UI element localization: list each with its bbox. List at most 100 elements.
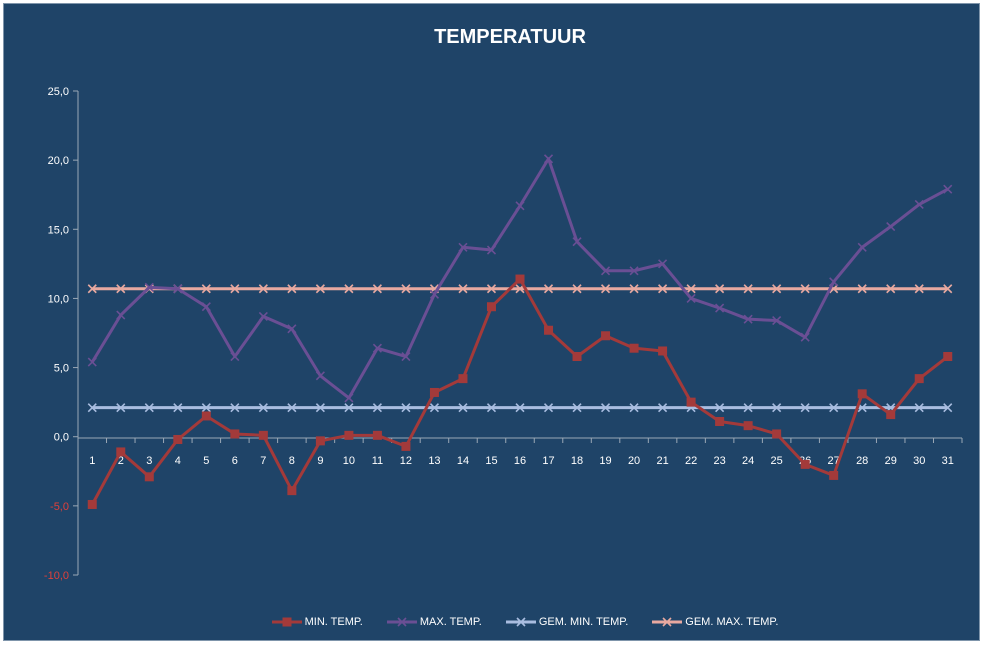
x-tick-label: 6 bbox=[232, 455, 238, 467]
data-point bbox=[201, 302, 211, 312]
data-point bbox=[230, 429, 240, 439]
data-point bbox=[572, 403, 582, 413]
data-point bbox=[344, 403, 354, 413]
x-tick-label: 11 bbox=[372, 455, 383, 467]
data-point bbox=[914, 284, 924, 294]
x-tick-label: 22 bbox=[685, 455, 697, 467]
y-tick-label: -10,0 bbox=[44, 570, 69, 582]
data-point bbox=[372, 343, 382, 353]
data-point bbox=[686, 293, 696, 303]
x-tick-label: 10 bbox=[343, 455, 355, 467]
data-point bbox=[658, 259, 668, 269]
data-point bbox=[886, 284, 896, 294]
y-tick-label: 5,0 bbox=[54, 363, 69, 375]
legend-label: MAX. TEMP. bbox=[419, 616, 482, 628]
data-point bbox=[715, 284, 725, 294]
x-tick-label: 24 bbox=[742, 455, 754, 467]
data-point bbox=[914, 374, 924, 384]
data-point bbox=[800, 403, 810, 413]
data-point bbox=[282, 617, 292, 627]
x-tick-label: 17 bbox=[542, 455, 554, 467]
data-point bbox=[173, 403, 183, 413]
data-point bbox=[315, 436, 325, 446]
data-point bbox=[772, 284, 782, 294]
data-point bbox=[743, 284, 753, 294]
legend-item: MAX. TEMP. bbox=[386, 616, 482, 628]
data-point bbox=[397, 617, 407, 627]
data-point bbox=[458, 242, 468, 252]
x-tick-label: 13 bbox=[428, 455, 440, 467]
data-point bbox=[886, 410, 896, 420]
data-point bbox=[201, 284, 211, 294]
data-point bbox=[372, 284, 382, 294]
y-tick-label: 0,0 bbox=[54, 432, 69, 444]
data-point bbox=[287, 324, 297, 334]
legend-swatch bbox=[386, 617, 417, 627]
x-tick-label: 1 bbox=[89, 455, 95, 467]
data-point bbox=[344, 393, 354, 403]
x-tick-label: 12 bbox=[400, 455, 412, 467]
data-point bbox=[629, 284, 639, 294]
data-point bbox=[857, 389, 867, 399]
data-point bbox=[372, 403, 382, 413]
data-point bbox=[87, 284, 97, 294]
x-tick-label: 3 bbox=[146, 455, 152, 467]
data-point bbox=[543, 403, 554, 413]
data-point bbox=[800, 284, 810, 294]
x-tick-label: 7 bbox=[260, 455, 266, 467]
data-point bbox=[87, 357, 97, 367]
data-point bbox=[486, 284, 497, 294]
y-tick-label: 15,0 bbox=[48, 224, 69, 236]
legend-label: GEM. MIN. TEMP. bbox=[538, 616, 629, 628]
x-tick-label: 4 bbox=[175, 455, 181, 467]
data-point bbox=[715, 403, 725, 413]
data-point bbox=[87, 499, 97, 509]
y-tick-label: 25,0 bbox=[48, 86, 69, 98]
data-point bbox=[201, 403, 211, 413]
data-point bbox=[743, 403, 753, 413]
data-point bbox=[743, 314, 753, 324]
data-point bbox=[486, 245, 497, 255]
legend-item: GEM. MAX. TEMP. bbox=[652, 616, 778, 628]
chart-title: TEMPERATUUR bbox=[434, 26, 586, 48]
data-point bbox=[572, 237, 582, 247]
data-point bbox=[543, 284, 554, 294]
data-point bbox=[144, 282, 154, 292]
data-point bbox=[116, 447, 126, 457]
data-point bbox=[600, 266, 611, 276]
data-point bbox=[629, 343, 639, 353]
legend-swatch bbox=[271, 617, 302, 627]
series-max-temp bbox=[87, 154, 953, 403]
data-point bbox=[743, 421, 753, 431]
data-point bbox=[572, 284, 582, 294]
x-tick-label: 14 bbox=[457, 455, 469, 467]
data-point bbox=[315, 284, 325, 294]
data-point bbox=[87, 403, 97, 413]
y-tick-label: -5,0 bbox=[50, 501, 69, 513]
data-point bbox=[429, 289, 440, 299]
data-point bbox=[886, 221, 896, 232]
data-point bbox=[401, 403, 411, 413]
data-point bbox=[144, 472, 154, 482]
data-point bbox=[829, 403, 839, 413]
data-point bbox=[116, 284, 126, 294]
data-point bbox=[515, 201, 525, 211]
data-point bbox=[372, 430, 382, 440]
data-point bbox=[543, 154, 554, 164]
data-point bbox=[144, 403, 154, 413]
data-point bbox=[287, 486, 297, 496]
data-point bbox=[572, 352, 582, 362]
x-tick-label: 30 bbox=[913, 455, 925, 467]
data-point bbox=[401, 351, 411, 362]
data-point bbox=[686, 397, 696, 407]
legend-label: GEM. MAX. TEMP. bbox=[685, 616, 779, 628]
data-point bbox=[658, 284, 668, 294]
data-point bbox=[116, 403, 126, 413]
data-point bbox=[173, 284, 183, 294]
data-point bbox=[943, 352, 953, 362]
data-point bbox=[258, 403, 268, 413]
data-point bbox=[829, 470, 839, 480]
data-point bbox=[230, 351, 240, 362]
data-point bbox=[116, 310, 126, 320]
y-tick-label: 10,0 bbox=[48, 293, 69, 305]
